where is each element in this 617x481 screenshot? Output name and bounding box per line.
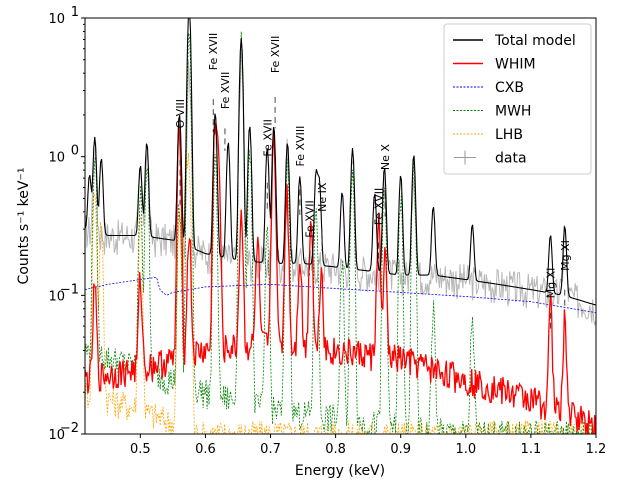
y-axis-label: Counts s⁻¹ keV⁻¹ — [16, 168, 32, 285]
x-tick-label: 0.7 — [260, 442, 281, 457]
line-label: O VIII — [174, 99, 187, 128]
line-label: Fe XVII — [373, 188, 386, 226]
series-mwh-line — [85, 31, 596, 434]
y-tick-exponent: −1 — [60, 282, 79, 297]
y-tick-exponent: −2 — [60, 421, 79, 436]
y-tick-label: 10 — [48, 151, 65, 166]
series-whim-line — [85, 122, 596, 434]
plot-frame — [84, 17, 597, 435]
x-tick-label: 0.8 — [325, 442, 346, 457]
x-tick-label: 1.2 — [586, 442, 607, 457]
y-tick-exponent: 0 — [71, 144, 79, 159]
legend-label: LHB — [495, 127, 523, 143]
legend-box — [443, 23, 592, 175]
line-label: Ne X — [379, 144, 392, 170]
y-tick-label: 10 — [48, 428, 65, 443]
x-tick-label: 1.0 — [455, 442, 476, 457]
series-total-model-line — [85, 18, 596, 306]
legend-label: MWH — [495, 104, 531, 120]
legend: Total model WHIM CXB MWH LHB data — [443, 23, 592, 175]
line-label: Ne IX — [316, 182, 329, 212]
y-tick-label: 10 — [48, 12, 65, 27]
line-label: Fe XVII — [207, 33, 220, 71]
legend-label: WHIM — [495, 57, 536, 73]
series-lhb-line — [85, 149, 596, 434]
x-tick-label: 0.9 — [390, 442, 411, 457]
line-label: Fe XVIII — [294, 126, 307, 167]
line-label: Fe XVII — [261, 119, 274, 157]
legend-label: CXB — [495, 80, 524, 96]
x-tick-label: 0.5 — [130, 442, 151, 457]
y-tick-label: 10 — [48, 289, 65, 304]
x-tick-label: 0.6 — [195, 442, 216, 457]
legend-label: Total model — [494, 33, 576, 49]
series-data-line — [85, 43, 596, 326]
line-label: Mg XI — [544, 268, 557, 299]
x-axis-label: Energy (keV) — [295, 463, 385, 479]
line-label: Fe XVII — [219, 72, 232, 110]
x-tick-label: 1.1 — [521, 442, 542, 457]
line-label: Mg XI — [559, 240, 572, 271]
legend-label: data — [495, 151, 527, 167]
line-label: Fe XVII — [269, 36, 282, 74]
line-label: Fe XVII — [304, 200, 317, 238]
y-tick-exponent: 1 — [71, 5, 79, 20]
